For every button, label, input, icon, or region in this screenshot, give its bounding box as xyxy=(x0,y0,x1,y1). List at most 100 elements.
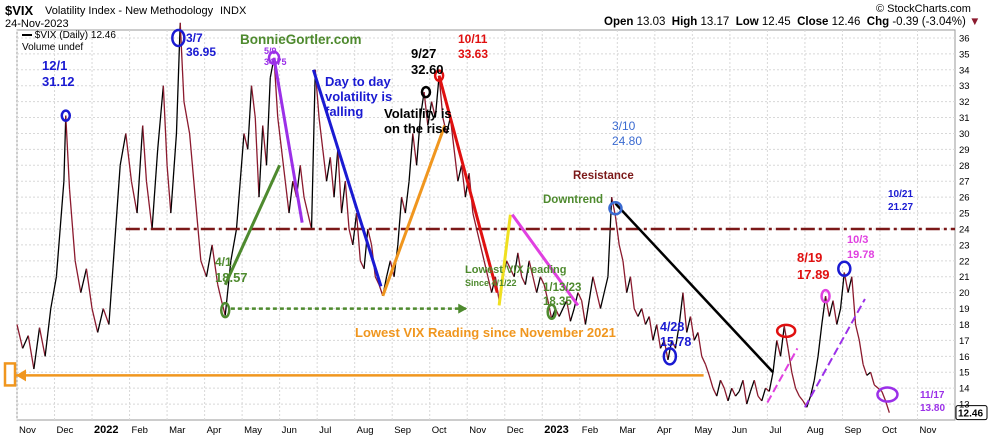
price-segment xyxy=(453,149,459,182)
price-segment xyxy=(487,276,493,293)
price-segment xyxy=(344,181,350,230)
label-mar7-val: 36.95 xyxy=(186,45,216,59)
price-segment xyxy=(16,324,24,349)
price-segment xyxy=(359,260,365,270)
price-segment xyxy=(873,384,879,389)
price-segment xyxy=(157,85,164,150)
price-segment xyxy=(727,387,733,402)
price-segment xyxy=(457,165,463,182)
price-segment xyxy=(524,260,530,285)
x-tick-label: Sep xyxy=(844,425,861,436)
price-segment xyxy=(166,165,172,214)
x-tick-label: Mar xyxy=(169,425,185,436)
price-segment xyxy=(254,117,260,198)
price-segment xyxy=(329,157,335,198)
price-segment xyxy=(355,213,361,261)
price-segment xyxy=(543,284,549,301)
price-segment xyxy=(483,260,489,277)
price-segment xyxy=(427,101,433,126)
price-segment xyxy=(539,276,545,285)
price-segment xyxy=(667,340,673,360)
price-segment xyxy=(738,379,744,392)
x-tick-label: Jul xyxy=(769,425,781,436)
price-segment xyxy=(400,196,406,214)
x-tick-label: Jul xyxy=(319,425,331,436)
price-segment xyxy=(247,85,253,150)
price-segment xyxy=(787,348,793,373)
y-tick-label: 26 xyxy=(959,193,970,204)
price-segment xyxy=(652,324,658,341)
price-segment xyxy=(211,244,219,285)
uptrend-dash-magenta xyxy=(766,347,799,403)
x-tick-label: Apr xyxy=(207,425,222,436)
circle-oct21 xyxy=(837,260,852,278)
label-mar7-date: 3/7 xyxy=(186,31,203,45)
price-segment xyxy=(340,181,346,214)
last-price-tag-box xyxy=(955,405,988,421)
price-segment xyxy=(188,133,196,198)
price-segment xyxy=(333,149,339,198)
label-nov17-val: 13.80 xyxy=(920,403,945,414)
price-segment xyxy=(145,181,153,230)
site-credit: BonnieGortler.com xyxy=(240,32,362,47)
y-tick-label: 32 xyxy=(959,97,970,108)
label-lowest-nov: Lowest VIX Reading since November 2021 xyxy=(355,325,616,340)
price-segment xyxy=(367,228,373,246)
price-segment xyxy=(59,181,65,230)
price-segment xyxy=(397,197,403,245)
overlay-layer xyxy=(3,28,988,421)
x-tick-label: 2023 xyxy=(544,424,568,436)
x-tick-label: Oct xyxy=(432,425,447,436)
price-segment xyxy=(558,308,564,317)
price-segment xyxy=(27,335,35,370)
grid-layer xyxy=(16,29,956,421)
price-segment xyxy=(374,276,380,285)
price-segment xyxy=(881,391,887,402)
price-segment xyxy=(858,340,864,365)
x-tick-label: Mar xyxy=(619,425,635,436)
circle-mar10 xyxy=(608,201,623,216)
price-segment xyxy=(569,308,575,322)
label-may9-val: 34.75 xyxy=(264,57,287,67)
chart-symbol: $VIX xyxy=(5,3,34,18)
x-tick-label: 2022 xyxy=(94,424,118,436)
label-oct21-val: 21.27 xyxy=(888,202,913,213)
price-segment xyxy=(299,165,305,198)
price-segment xyxy=(765,387,770,392)
price-segment xyxy=(404,181,410,214)
uptrend-line-yellow xyxy=(497,214,512,306)
price-segment xyxy=(622,260,628,293)
low-label: Low xyxy=(735,16,759,28)
price-segment xyxy=(757,395,763,402)
price-segment xyxy=(363,228,369,269)
price-segment xyxy=(318,117,324,150)
high-label: High xyxy=(671,16,698,28)
label-apr28-date: 4/28 xyxy=(660,320,684,334)
chevron-down-icon: ▼ xyxy=(969,16,981,28)
price-segment xyxy=(284,181,290,214)
legend-sub: Volume undef xyxy=(22,42,84,53)
y-tick-label: 20 xyxy=(959,288,970,299)
y-tick-label: 17 xyxy=(959,336,970,347)
label-sep27-date: 9/27 xyxy=(411,46,436,61)
circle-oct3 xyxy=(820,288,831,304)
uptrend-line-green xyxy=(223,164,282,286)
price-segment xyxy=(641,308,647,325)
y-tick-label: 30 xyxy=(959,129,970,140)
label-apr28-val: 15.78 xyxy=(660,335,691,349)
chart-date: 24-Nov-2023 xyxy=(5,18,69,30)
price-segment xyxy=(693,332,699,341)
x-tick-label: Jun xyxy=(732,425,747,436)
price-segment xyxy=(614,216,620,245)
price-segment xyxy=(854,324,860,341)
price-segment xyxy=(659,340,665,349)
x-tick-label: Sep xyxy=(394,425,411,436)
price-segment xyxy=(239,133,245,182)
low-value: 12.45 xyxy=(761,16,791,28)
price-segment xyxy=(648,316,654,341)
price-segment xyxy=(532,276,538,293)
price-segment xyxy=(794,387,800,397)
price-segment xyxy=(588,276,594,301)
label-volatility-rise: Volatility is xyxy=(384,106,452,121)
